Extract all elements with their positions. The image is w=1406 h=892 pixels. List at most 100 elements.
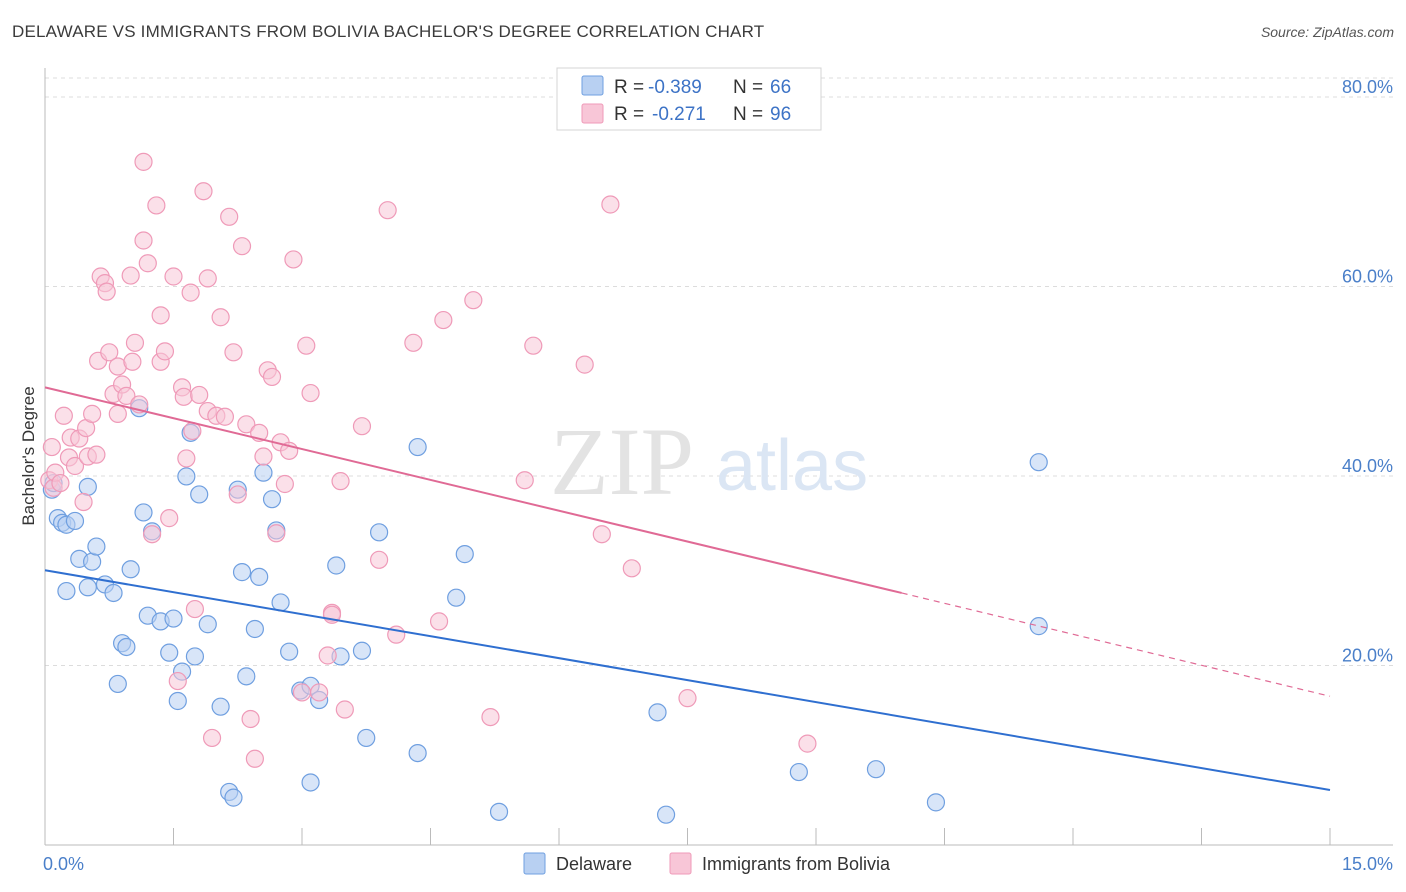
bolivia-point-8 bbox=[65, 456, 85, 476]
bolivia-point-37 bbox=[160, 509, 179, 528]
watermark-atlas: atlas bbox=[716, 426, 868, 506]
y-tick-label-60: 60.0% bbox=[1342, 267, 1393, 287]
delaware-point-36 bbox=[232, 563, 252, 582]
bolivia-point-43 bbox=[181, 283, 200, 302]
bolivia-point-4 bbox=[51, 473, 70, 493]
legend-n-value-1: 66 bbox=[770, 77, 791, 98]
bolivia-point-24 bbox=[117, 386, 136, 405]
bolivia-point-19 bbox=[100, 343, 119, 362]
legend-swatch-delaware bbox=[581, 75, 604, 96]
delaware-point-46 bbox=[301, 773, 320, 792]
y-tick-label-80: 80.0% bbox=[1342, 77, 1393, 97]
delaware-point-27 bbox=[177, 467, 196, 486]
bottom-legend-label-delaware: Delaware bbox=[556, 854, 632, 874]
points-layer bbox=[40, 152, 1048, 824]
bolivia-point-54 bbox=[220, 207, 239, 226]
delaware-point-40 bbox=[254, 463, 273, 482]
bolivia-point-89 bbox=[575, 355, 594, 374]
delaware-point-60 bbox=[656, 805, 676, 824]
delaware-point-16 bbox=[117, 637, 136, 657]
delaware-point-4 bbox=[57, 581, 76, 601]
delaware-point-59 bbox=[648, 703, 667, 722]
delaware-point-25 bbox=[168, 691, 187, 711]
bolivia-point-74 bbox=[318, 646, 337, 665]
delaware-point-29 bbox=[185, 647, 205, 666]
y-axis-title: Bachelor's Degree bbox=[19, 386, 38, 525]
bolivia-point-78 bbox=[352, 417, 372, 436]
legend-r-value-1: -0.389 bbox=[648, 77, 702, 98]
bolivia-point-73 bbox=[310, 683, 329, 702]
bolivia-point-86 bbox=[481, 707, 500, 727]
bolivia-point-25 bbox=[121, 266, 140, 285]
legend-r-label-2: R = bbox=[614, 104, 644, 125]
delaware-point-51 bbox=[352, 641, 372, 660]
bolivia-point-87 bbox=[515, 471, 534, 490]
delaware-point-14 bbox=[108, 674, 127, 694]
bolivia-point-59 bbox=[241, 709, 260, 729]
bolivia-point-53 bbox=[215, 407, 234, 426]
chart-title: DELAWARE VS IMMIGRANTS FROM BOLIVIA BACH… bbox=[12, 22, 765, 41]
bolivia-point-47 bbox=[194, 182, 213, 201]
bolivia-point-45 bbox=[185, 599, 205, 619]
y-tick-label-20: 20.0% bbox=[1342, 646, 1393, 666]
bolivia-point-38 bbox=[164, 267, 183, 286]
bolivia-point-88 bbox=[524, 336, 543, 355]
legend-n-label-1: N = bbox=[733, 77, 763, 98]
bolivia-point-21 bbox=[108, 404, 127, 423]
bolivia-point-13 bbox=[83, 404, 102, 423]
bolivia-point-57 bbox=[232, 237, 252, 256]
bolivia-point-64 bbox=[262, 367, 282, 387]
y-tick-label-40: 40.0% bbox=[1342, 456, 1393, 476]
delaware-point-43 bbox=[271, 593, 290, 612]
bolivia-trend-line bbox=[44, 386, 902, 594]
bolivia-point-34 bbox=[151, 306, 170, 325]
bolivia-point-65 bbox=[267, 524, 286, 543]
bolivia-point-69 bbox=[284, 250, 303, 269]
delaware-point-19 bbox=[134, 503, 153, 522]
bolivia-point-80 bbox=[378, 201, 397, 220]
delaware-point-41 bbox=[262, 490, 282, 509]
delaware-point-30 bbox=[190, 485, 209, 504]
bolivia-point-42 bbox=[177, 449, 196, 468]
bolivia-trend-line-extension bbox=[901, 592, 1331, 697]
bolivia-point-30 bbox=[134, 231, 153, 250]
bolivia-point-33 bbox=[147, 196, 166, 215]
delaware-point-9 bbox=[83, 552, 102, 571]
delaware-point-55 bbox=[408, 743, 427, 763]
delaware-point-6 bbox=[65, 511, 85, 531]
delaware-point-62 bbox=[866, 760, 886, 779]
bolivia-point-79 bbox=[370, 550, 389, 569]
bolivia-point-94 bbox=[798, 734, 817, 753]
legend-r-label-1: R = bbox=[614, 77, 644, 98]
delaware-point-53 bbox=[370, 523, 389, 542]
bolivia-point-31 bbox=[138, 254, 157, 273]
bolivia-point-62 bbox=[254, 447, 273, 466]
bolivia-point-90 bbox=[592, 525, 611, 544]
bolivia-point-93 bbox=[678, 689, 697, 708]
bolivia-point-85 bbox=[464, 291, 483, 310]
delaware-point-57 bbox=[455, 545, 474, 564]
bolivia-point-56 bbox=[228, 485, 247, 504]
delaware-point-52 bbox=[357, 728, 376, 748]
delaware-point-13 bbox=[104, 583, 123, 603]
bottom-legend-swatch-bolivia bbox=[669, 852, 692, 875]
bolivia-point-32 bbox=[142, 525, 162, 544]
delaware-point-38 bbox=[245, 619, 264, 639]
legend-r-value-2: -0.271 bbox=[652, 104, 706, 125]
bolivia-point-91 bbox=[601, 195, 620, 214]
delaware-point-23 bbox=[160, 643, 179, 662]
bolivia-point-18 bbox=[97, 282, 116, 301]
bolivia-point-26 bbox=[123, 352, 142, 371]
x-tick-label-min: 0.0% bbox=[43, 854, 84, 874]
legend-n-label-2: N = bbox=[733, 104, 763, 125]
bottom-legend-label-bolivia: Immigrants from Bolivia bbox=[702, 854, 891, 874]
bolivia-point-76 bbox=[331, 472, 350, 491]
bolivia-point-55 bbox=[224, 343, 243, 362]
delaware-point-61 bbox=[789, 762, 808, 782]
delaware-point-34 bbox=[224, 788, 243, 807]
delaware-point-37 bbox=[237, 667, 256, 686]
delaware-point-31 bbox=[198, 615, 217, 634]
bolivia-point-77 bbox=[335, 700, 354, 719]
bolivia-point-14 bbox=[87, 445, 106, 464]
bolivia-point-52 bbox=[211, 308, 230, 327]
